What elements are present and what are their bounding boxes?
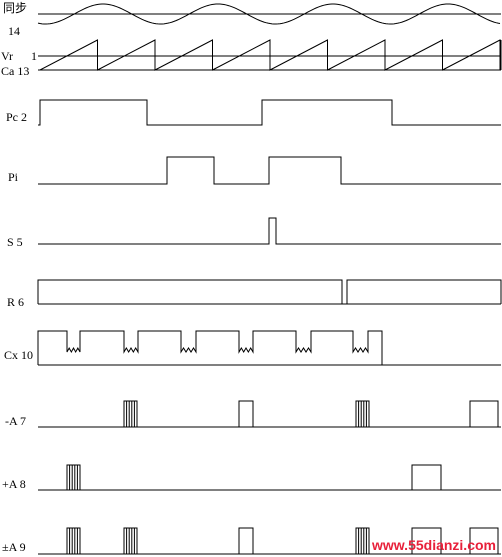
- r-waveform: [37, 279, 502, 305]
- label-cx: Cx 10: [4, 348, 34, 362]
- pi-waveform: [38, 156, 501, 185]
- pm-a-burst-3: [355, 527, 370, 555]
- minus-a-pulse-2: [469, 400, 499, 427]
- label-ca: Ca 13: [1, 64, 30, 78]
- label-pm-a: ±A 9: [2, 540, 26, 554]
- minus-a-pulse-1: [238, 400, 254, 428]
- ca-sawtooth: [38, 39, 502, 71]
- minus-a-burst-2: [355, 400, 370, 428]
- pm-a-burst-2: [123, 527, 138, 555]
- pc-waveform: [38, 99, 501, 126]
- label-sync: 同步: [3, 1, 28, 15]
- plus-a-burst-1: [66, 464, 81, 491]
- label-pc: Pc 2: [6, 110, 27, 124]
- label-s: S 5: [7, 235, 23, 249]
- cx-waveform: [37, 330, 383, 365]
- label-plus-a: +A 8: [2, 477, 26, 491]
- pm-a-burst-1: [66, 527, 81, 555]
- pm-a-pulse-2: [411, 527, 442, 554]
- label-pi: Pi: [8, 170, 19, 184]
- sync-sine-wave: [37, 3, 501, 25]
- label-r: R 6: [7, 295, 25, 309]
- pm-a-pulse-1: [238, 527, 254, 555]
- label-vr: Vr: [1, 49, 13, 63]
- watermark-text: www.55dianzi.com: [372, 537, 496, 553]
- pm-a-pulse-3: [469, 527, 499, 554]
- plus-a-pulse-1: [411, 464, 442, 491]
- label-vr-pin: 1: [31, 49, 37, 63]
- minus-a-burst-1: [123, 400, 138, 428]
- s-waveform: [38, 217, 501, 245]
- label-sync-pin: 14: [8, 24, 20, 38]
- label-minus-a: -A 7: [5, 414, 26, 428]
